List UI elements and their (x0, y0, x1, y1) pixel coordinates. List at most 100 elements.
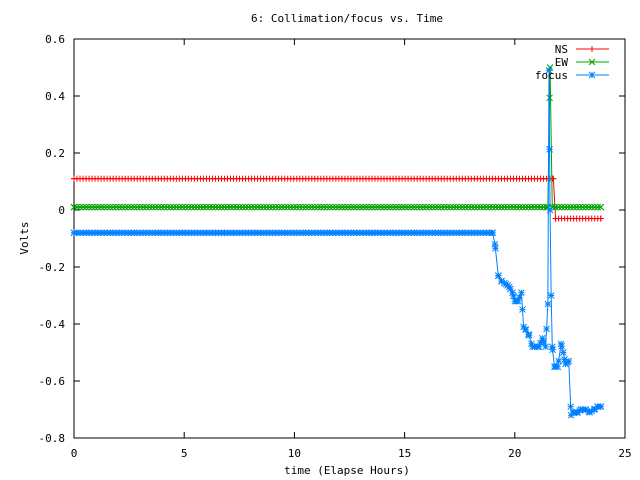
data-point (91, 229, 99, 237)
data-point (266, 229, 274, 237)
data-point (263, 203, 270, 211)
series-line (74, 178, 601, 220)
data-point (480, 229, 487, 237)
y-tick-label: -0.2 (39, 261, 66, 274)
data-point (552, 215, 559, 222)
data-point (127, 203, 135, 211)
data-point (103, 203, 111, 211)
data-point (570, 203, 578, 211)
data-point (365, 203, 373, 211)
data-point (389, 229, 397, 237)
data-point (491, 240, 499, 248)
data-point (320, 203, 328, 211)
data-point (299, 203, 307, 211)
data-point (127, 229, 135, 237)
data-point (350, 203, 358, 211)
data-point (525, 203, 532, 211)
data-point (239, 203, 246, 211)
y-tick-label: -0.8 (39, 432, 66, 445)
y-tick-label: 0.4 (45, 90, 65, 103)
data-point (545, 66, 553, 74)
data-point (257, 203, 264, 211)
data-point (194, 203, 201, 211)
data-point (335, 203, 343, 211)
data-point (377, 203, 385, 211)
data-point (576, 203, 584, 211)
data-point (356, 203, 364, 211)
data-point (597, 203, 605, 211)
data-point (398, 229, 406, 237)
legend-label: EW (555, 56, 569, 69)
legend-item-ew: EW (555, 56, 609, 69)
data-point (323, 203, 331, 211)
data-point (169, 203, 177, 211)
data-point (486, 203, 493, 211)
data-point (163, 203, 171, 211)
data-point (461, 203, 469, 211)
data-point (133, 229, 141, 237)
data-point (157, 203, 165, 211)
data-point (326, 203, 334, 211)
data-point (160, 203, 168, 211)
data-point (518, 289, 525, 297)
data-point (293, 203, 301, 211)
legend-marker (589, 46, 595, 52)
data-point (133, 203, 141, 211)
data-point (118, 203, 126, 211)
data-point (522, 326, 530, 334)
data-point (371, 203, 379, 211)
data-point (79, 203, 87, 211)
data-point (160, 229, 168, 237)
series-ew (70, 64, 605, 211)
data-point (191, 203, 198, 211)
data-point (266, 203, 274, 211)
data-point (422, 203, 430, 211)
data-point (296, 203, 304, 211)
data-point (97, 203, 105, 211)
data-point (537, 203, 544, 211)
data-point (386, 203, 394, 211)
data-point (88, 203, 96, 211)
data-point (544, 300, 552, 308)
data-point (516, 203, 523, 211)
data-point (359, 203, 367, 211)
data-point (446, 229, 454, 237)
data-point (269, 203, 277, 211)
data-point (317, 203, 325, 211)
data-point (489, 229, 497, 237)
data-point (597, 403, 605, 411)
data-point (585, 203, 593, 211)
x-tick-label: 20 (508, 447, 521, 460)
data-point (573, 203, 581, 211)
data-point (314, 203, 322, 211)
data-point (443, 203, 451, 211)
data-point (509, 289, 516, 297)
data-point (437, 229, 445, 237)
data-point (565, 357, 573, 365)
data-point (287, 203, 295, 211)
y-tick-label: 0 (58, 204, 65, 217)
data-point (534, 203, 541, 211)
data-point (467, 203, 475, 211)
data-point (440, 203, 448, 211)
data-point (525, 332, 533, 339)
data-point (215, 203, 222, 211)
data-point (555, 203, 562, 211)
data-point (76, 203, 84, 211)
data-point (299, 229, 307, 237)
series-line (74, 67, 601, 208)
x-tick-label: 5 (181, 447, 188, 460)
data-point (85, 203, 93, 211)
x-tick-label: 15 (398, 447, 411, 460)
data-point (483, 203, 490, 211)
data-point (464, 203, 472, 211)
data-point (501, 203, 508, 211)
data-point (197, 203, 204, 211)
data-point (332, 203, 340, 211)
data-point (594, 203, 602, 211)
data-point (477, 203, 484, 211)
data-point (251, 229, 258, 237)
data-point (218, 203, 225, 211)
data-point (284, 203, 292, 211)
